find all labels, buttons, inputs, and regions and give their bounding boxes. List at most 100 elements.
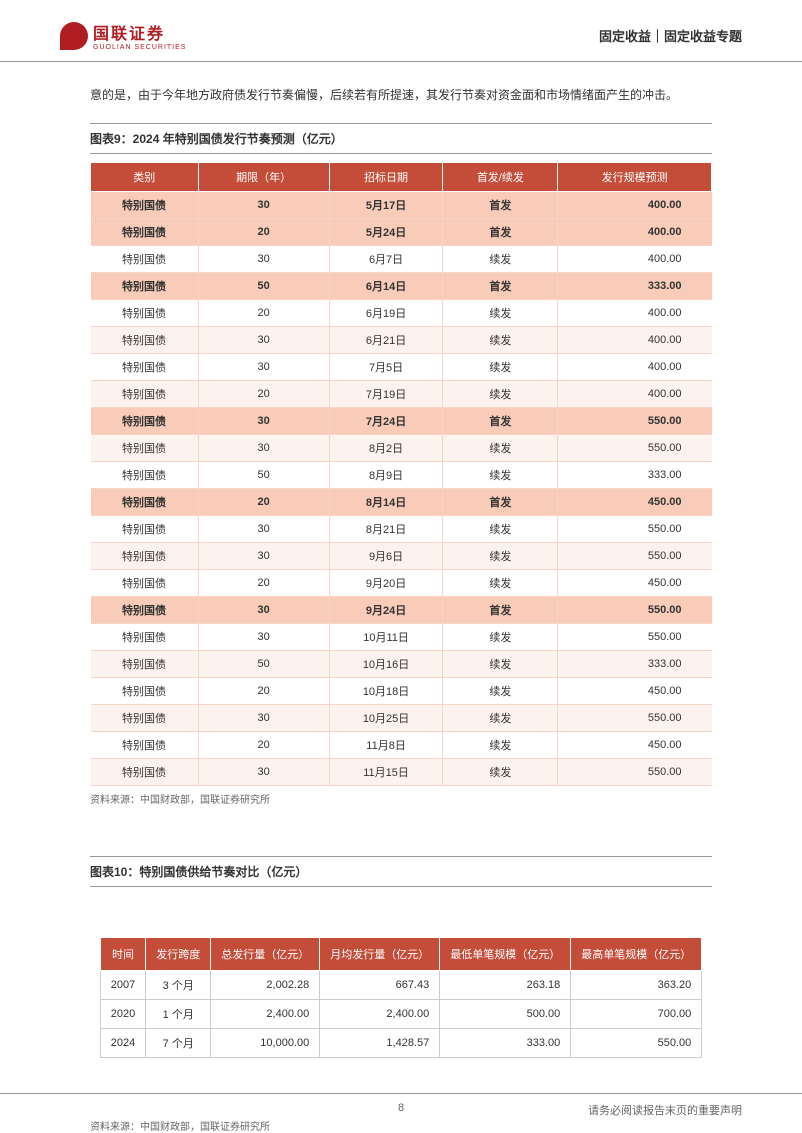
table-cell: 续发 xyxy=(443,570,558,597)
table-row: 特别国债207月19日续发400.00 xyxy=(91,381,712,408)
table-cell: 550.00 xyxy=(558,543,712,570)
table-cell: 续发 xyxy=(443,759,558,786)
table-cell: 10月18日 xyxy=(329,678,443,705)
table-cell: 9月24日 xyxy=(329,597,443,624)
table-row: 20073 个月2,002.28667.43263.18363.20 xyxy=(100,971,701,1000)
table-cell: 550.00 xyxy=(558,624,712,651)
table-cell: 特别国债 xyxy=(91,327,199,354)
table-cell: 30 xyxy=(198,192,329,219)
table9-th: 招标日期 xyxy=(329,163,443,192)
table9-body: 特别国债305月17日首发400.00特别国债205月24日首发400.00特别… xyxy=(91,192,712,786)
table-cell: 续发 xyxy=(443,732,558,759)
table-cell: 400.00 xyxy=(558,219,712,246)
table-cell: 6月19日 xyxy=(329,300,443,327)
table-cell: 2024 xyxy=(100,1029,145,1058)
table-cell: 50 xyxy=(198,273,329,300)
table9-th: 发行规模预测 xyxy=(558,163,712,192)
table-row: 特别国债2010月18日续发450.00 xyxy=(91,678,712,705)
table-row: 20247 个月10,000.001,428.57333.00550.00 xyxy=(100,1029,701,1058)
table-cell: 667.43 xyxy=(320,971,440,1000)
table-cell: 特别国债 xyxy=(91,462,199,489)
table-row: 特别国债2011月8日续发450.00 xyxy=(91,732,712,759)
table-cell: 400.00 xyxy=(558,246,712,273)
table-cell: 特别国债 xyxy=(91,624,199,651)
table-cell: 2007 xyxy=(100,971,145,1000)
table-row: 特别国债5010月16日续发333.00 xyxy=(91,651,712,678)
table-row: 特别国债206月19日续发400.00 xyxy=(91,300,712,327)
table-cell: 特别国债 xyxy=(91,732,199,759)
table-cell: 30 xyxy=(198,597,329,624)
table-row: 特别国债307月24日首发550.00 xyxy=(91,408,712,435)
table10-title: 图表10：特别国债供给节奏对比（亿元） xyxy=(90,856,712,887)
table-cell: 续发 xyxy=(443,246,558,273)
table10: 时间发行跨度总发行量（亿元）月均发行量（亿元）最低单笔规模（亿元）最高单笔规模（… xyxy=(100,937,702,1058)
table-cell: 特别国债 xyxy=(91,273,199,300)
table-row: 特别国债309月24日首发550.00 xyxy=(91,597,712,624)
table9-th: 期限（年） xyxy=(198,163,329,192)
table10-th: 最高单笔规模（亿元） xyxy=(571,938,702,971)
table-cell: 30 xyxy=(198,543,329,570)
table-row: 特别国债308月2日续发550.00 xyxy=(91,435,712,462)
table-cell: 续发 xyxy=(443,678,558,705)
table-cell: 450.00 xyxy=(558,678,712,705)
table-cell: 30 xyxy=(198,705,329,732)
table-cell: 20 xyxy=(198,732,329,759)
logo-text: 国联证券 GUOLIAN SECURITIES xyxy=(93,20,186,51)
table-cell: 400.00 xyxy=(558,192,712,219)
table9-source: 资料来源：中国财政部，国联证券研究所 xyxy=(90,791,712,806)
table-cell: 30 xyxy=(198,408,329,435)
table-cell: 550.00 xyxy=(558,597,712,624)
table-cell: 50 xyxy=(198,651,329,678)
table-cell: 550.00 xyxy=(558,408,712,435)
table-cell: 20 xyxy=(198,678,329,705)
table10-body: 20073 个月2,002.28667.43263.18363.2020201 … xyxy=(100,971,701,1058)
table10-section: 图表10：特别国债供给节奏对比（亿元） 时间发行跨度总发行量（亿元）月均发行量（… xyxy=(90,856,712,1133)
table-cell: 7月19日 xyxy=(329,381,443,408)
table-cell: 首发 xyxy=(443,489,558,516)
intro-paragraph: 意的是，由于今年地方政府债发行节奏偏慢，后续若有所提速，其发行节奏对资金面和市场… xyxy=(90,82,712,108)
table-cell: 9月20日 xyxy=(329,570,443,597)
table-row: 特别国债308月21日续发550.00 xyxy=(91,516,712,543)
table-cell: 特别国债 xyxy=(91,597,199,624)
table-cell: 特别国债 xyxy=(91,300,199,327)
table9-title: 图表9：2024 年特别国债发行节奏预测（亿元） xyxy=(90,123,712,154)
table-cell: 7 个月 xyxy=(146,1029,211,1058)
table-row: 特别国债205月24日首发400.00 xyxy=(91,219,712,246)
table-row: 特别国债306月21日续发400.00 xyxy=(91,327,712,354)
table-cell: 333.00 xyxy=(558,651,712,678)
table-cell: 8月21日 xyxy=(329,516,443,543)
table-row: 特别国债307月5日续发400.00 xyxy=(91,354,712,381)
table-cell: 400.00 xyxy=(558,354,712,381)
table-cell: 6月21日 xyxy=(329,327,443,354)
table10-header: 时间发行跨度总发行量（亿元）月均发行量（亿元）最低单笔规模（亿元）最高单笔规模（… xyxy=(100,938,701,971)
table-cell: 30 xyxy=(198,624,329,651)
table-cell: 2,400.00 xyxy=(211,1000,320,1029)
table-cell: 550.00 xyxy=(558,705,712,732)
table-cell: 30 xyxy=(198,759,329,786)
table-cell: 333.00 xyxy=(558,462,712,489)
table-cell: 续发 xyxy=(443,300,558,327)
table-cell: 特别国债 xyxy=(91,678,199,705)
table-cell: 续发 xyxy=(443,435,558,462)
table-cell: 续发 xyxy=(443,516,558,543)
table-cell: 30 xyxy=(198,327,329,354)
table-cell: 续发 xyxy=(443,705,558,732)
table-cell: 20 xyxy=(198,300,329,327)
footer-disclaimer: 请务必阅读报告末页的重要声明 xyxy=(588,1102,742,1118)
table10-th: 发行跨度 xyxy=(146,938,211,971)
table-row: 20201 个月2,400.002,400.00500.00700.00 xyxy=(100,1000,701,1029)
table-cell: 20 xyxy=(198,570,329,597)
table-cell: 特别国债 xyxy=(91,489,199,516)
table-cell: 5月24日 xyxy=(329,219,443,246)
table-cell: 333.00 xyxy=(440,1029,571,1058)
table-cell: 2,002.28 xyxy=(211,971,320,1000)
table-cell: 续发 xyxy=(443,624,558,651)
table-cell: 续发 xyxy=(443,327,558,354)
table-cell: 10,000.00 xyxy=(211,1029,320,1058)
table-cell: 30 xyxy=(198,354,329,381)
logo-en: GUOLIAN SECURITIES xyxy=(93,44,186,51)
table-cell: 9月6日 xyxy=(329,543,443,570)
table-cell: 3 个月 xyxy=(146,971,211,1000)
table-cell: 特别国债 xyxy=(91,759,199,786)
table-cell: 1 个月 xyxy=(146,1000,211,1029)
